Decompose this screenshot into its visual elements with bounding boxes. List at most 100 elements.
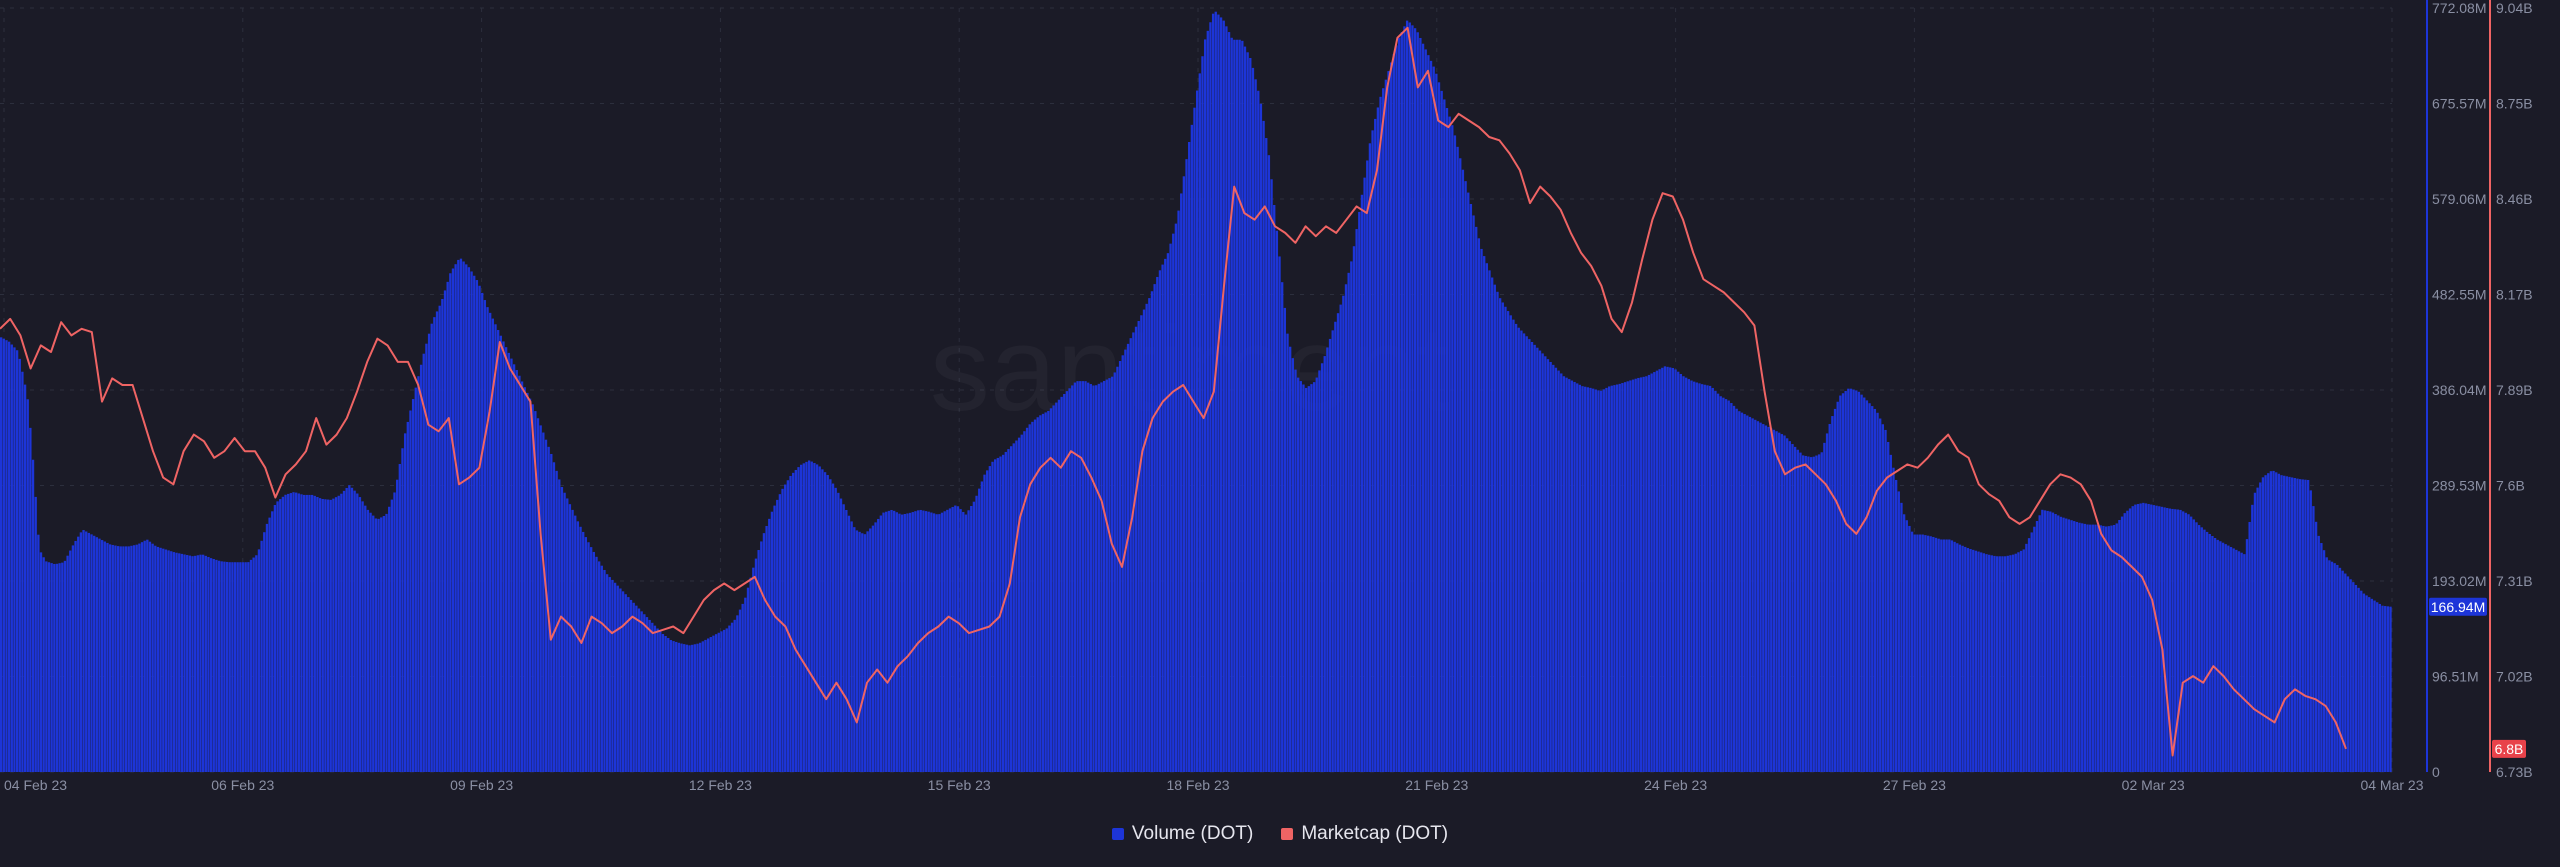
volume-bar [1397,37,1401,773]
volume-bar [1286,333,1289,772]
volume-bar [1719,396,1722,772]
volume-bar [39,552,43,772]
volume-bar [281,496,285,772]
volume-bar [7,341,11,772]
volume-bar [1748,416,1752,772]
volume-bar [1786,438,1789,772]
volume-bar [1892,467,1895,772]
volume-bar [130,545,133,772]
legend-item-marketcap[interactable]: Marketcap (DOT) [1281,823,1448,845]
volume-bar [2237,551,2241,772]
volume-bar [1448,116,1451,772]
volume-bar [225,561,229,772]
volume-bar [1267,155,1271,772]
volume-bar [768,518,771,772]
volume-bar [1586,387,1590,772]
volume-bar [1188,141,1191,772]
volume-bar [233,562,237,772]
volume-bar [962,511,965,772]
volume-bar [481,292,484,772]
volume-bar [71,545,75,772]
volume-bar [528,398,532,772]
volume-bar [1427,55,1430,773]
volume-bar [1283,307,1287,772]
volume-bar [1084,381,1087,772]
volume-bar [1307,386,1310,772]
volume-bar [2051,512,2055,772]
volume-bar [1124,349,1127,772]
volume-bar [1897,491,1900,772]
volume-bar [497,330,500,772]
volume-bar [2304,479,2307,772]
volume-bar [1554,367,1558,772]
legend-item-volume[interactable]: Volume (DOT) [1111,823,1253,845]
volume-bar [539,425,542,772]
volume-bar [603,569,606,772]
volume-bar [1087,382,1090,772]
volume-bar [834,487,837,772]
volume-bar [287,493,290,772]
volume-bar [116,546,120,772]
volume-bar [1060,396,1063,772]
volume-bar [1669,367,1672,772]
volume-bar [507,352,510,772]
volume-bar [1118,361,1122,772]
volume-bar [930,512,933,772]
volume-bar [762,533,766,772]
volume-bar [2221,542,2225,772]
y-right-tick: 8.46B [2496,191,2533,207]
volume-bar [1759,422,1762,772]
volume-bar [1762,424,1765,772]
volume-bar [1536,347,1539,772]
volume-bar [489,312,492,772]
volume-bar [2094,524,2097,772]
volume-bar [1273,204,1276,772]
volume-bar [470,271,473,772]
volume-bar [231,562,234,772]
y-right-tick: 7.89B [2496,382,2533,398]
volume-bar [2360,590,2363,772]
volume-bar [1366,160,1369,772]
volume-bar [810,461,813,772]
volume-bar [550,453,553,772]
volume-bar [1302,384,1305,772]
volume-bar [1358,211,1361,772]
volume-bar [869,528,872,772]
volume-bar [1137,320,1140,772]
volume-bar [183,554,186,772]
volume-bar [1661,367,1664,772]
volume-bar [2245,539,2249,772]
volume-bar [170,551,173,772]
volume-bar [90,534,93,772]
volume-bar [207,556,210,772]
volume-bar [1491,277,1494,772]
volume-bar [1695,382,1698,772]
volume-bar [21,371,24,772]
volume-bar [829,479,832,772]
volume-bar [1855,390,1858,772]
volume-bar [1700,384,1704,772]
volume-bar [1966,548,1970,772]
volume-bar [302,494,306,772]
volume-bar [2104,526,2108,772]
volume-bar [462,261,465,772]
volume-bar [2,338,5,772]
volume-bar [1158,270,1162,772]
volume-bar [438,305,441,772]
volume-bar [669,640,673,772]
volume-bar [792,472,795,772]
volume-bar [2046,510,2049,772]
volume-bar [1254,79,1257,772]
volume-bar [1809,457,1813,772]
volume-bar [1443,99,1446,772]
volume-bar [374,518,378,772]
volume-bar [781,488,784,772]
volume-bar [1937,538,1940,772]
volume-bar [616,585,619,772]
volume-series [0,11,2392,773]
volume-bar [653,625,657,772]
marketcap-series [0,26,2347,757]
volume-bar [574,515,577,772]
volume-bar [382,515,386,772]
volume-bar [1129,338,1132,772]
